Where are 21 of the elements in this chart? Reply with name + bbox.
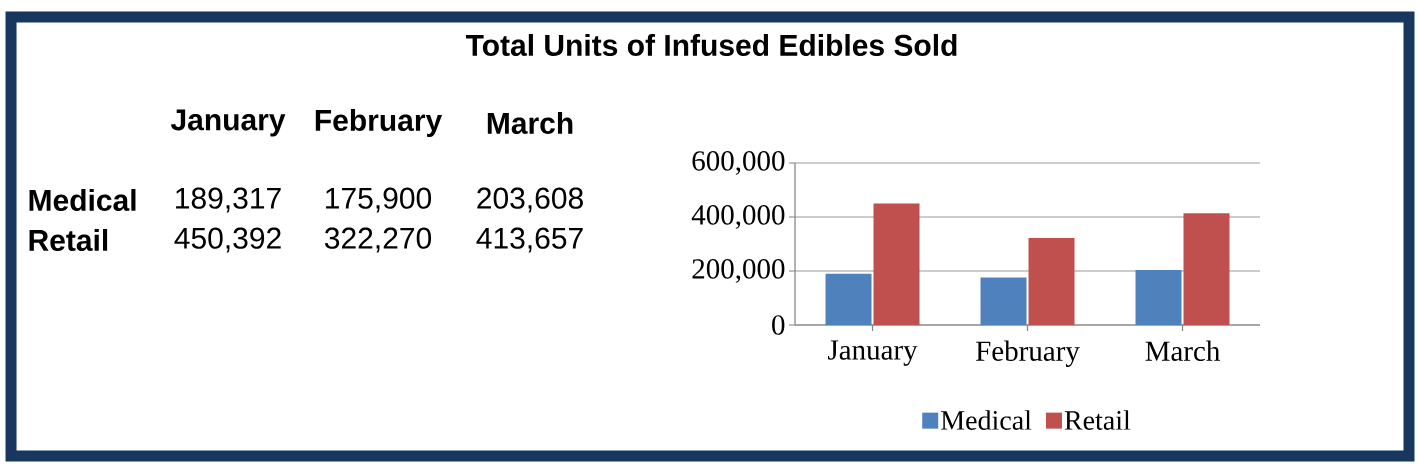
category-label: March xyxy=(487,111,573,135)
legend-label: Medical xyxy=(941,410,1032,430)
x-tick-label: March xyxy=(1145,340,1220,361)
y-tick-label: 400,000 xyxy=(691,205,785,229)
text: 189,317 xyxy=(176,187,281,213)
y-tick-label: 200,000 xyxy=(692,259,785,283)
text: 413,657 xyxy=(476,227,583,253)
text: 175,900 xyxy=(326,187,432,213)
text: 450,392 xyxy=(174,227,281,253)
text: Medical xyxy=(29,188,136,212)
y-tick-label: 0 xyxy=(772,315,785,335)
text: Retail xyxy=(29,228,108,252)
y-tick-label: 600,000 xyxy=(692,151,785,175)
category-label: February xyxy=(315,109,443,137)
x-tick-label: February xyxy=(976,340,1080,367)
text: 203,608 xyxy=(477,187,583,213)
category-label: January xyxy=(170,109,286,137)
legend-label: Retail xyxy=(1064,410,1131,430)
text: 322,270 xyxy=(324,227,432,253)
chart-title: Total Units of Infused Edibles Sold xyxy=(465,33,957,57)
x-tick-label: January xyxy=(828,340,918,366)
